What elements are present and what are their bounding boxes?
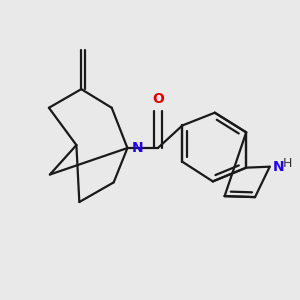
Text: O: O — [152, 92, 164, 106]
Text: N: N — [273, 160, 284, 174]
Text: H: H — [283, 157, 292, 170]
Text: N: N — [131, 141, 143, 155]
